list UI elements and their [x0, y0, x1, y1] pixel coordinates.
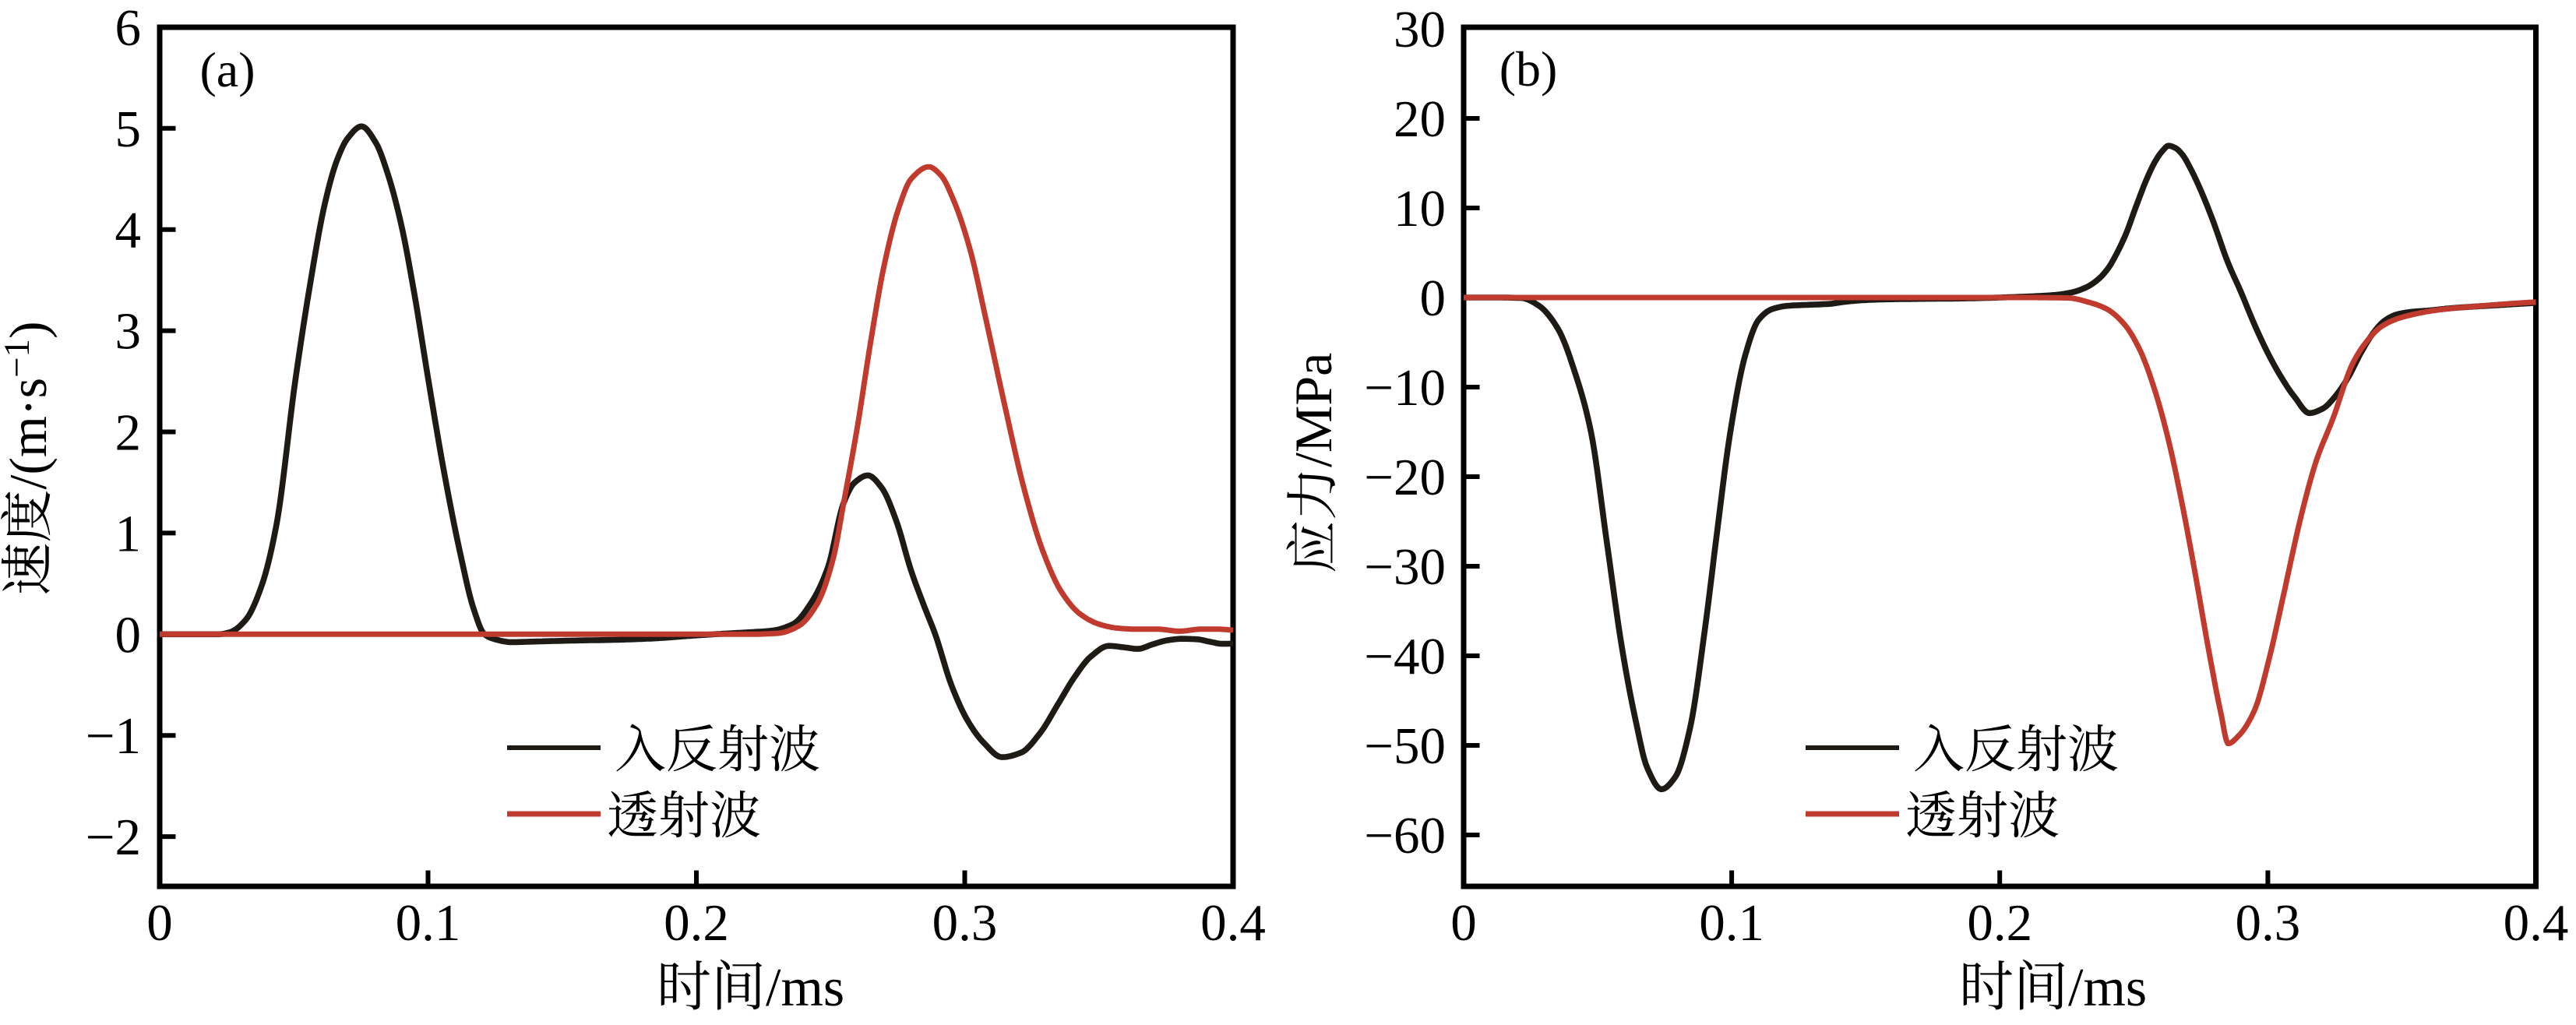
svg-text:1: 1	[115, 505, 142, 562]
svg-text:−30: −30	[1364, 538, 1446, 596]
svg-text:0: 0	[1450, 894, 1477, 952]
svg-text:0.4: 0.4	[1200, 894, 1266, 952]
svg-text:4: 4	[115, 202, 142, 259]
svg-text:5: 5	[115, 100, 142, 158]
svg-text:0.4: 0.4	[2504, 894, 2569, 952]
svg-text:0.3: 0.3	[932, 894, 998, 952]
svg-text:−20: −20	[1364, 449, 1446, 506]
svg-text:−50: −50	[1364, 717, 1446, 775]
svg-text:−10: −10	[1364, 359, 1446, 417]
svg-text:/MPa: /MPa	[1284, 353, 1343, 467]
svg-text:−2: −2	[86, 808, 141, 866]
svg-text:−1: −1	[86, 707, 141, 765]
svg-text:0.2: 0.2	[664, 894, 729, 952]
svg-text:3: 3	[115, 303, 142, 361]
svg-text:0: 0	[115, 606, 142, 664]
svg-text:20: 20	[1394, 90, 1446, 148]
svg-text:2: 2	[115, 404, 142, 462]
svg-text:0.1: 0.1	[396, 894, 461, 952]
svg-text:/ms: /ms	[2068, 958, 2147, 1018]
svg-text:(a): (a)	[199, 42, 255, 97]
svg-text:0.1: 0.1	[1699, 894, 1764, 952]
svg-text:−60: −60	[1364, 807, 1446, 865]
svg-text:0: 0	[146, 894, 173, 952]
svg-text:10: 10	[1394, 180, 1446, 238]
svg-text:30: 30	[1394, 1, 1446, 58]
svg-text:0.3: 0.3	[2236, 894, 2301, 952]
svg-text:0: 0	[1420, 269, 1447, 327]
svg-text:6: 6	[115, 0, 142, 57]
svg-text:/ms: /ms	[766, 958, 844, 1018]
svg-text:−40: −40	[1364, 628, 1446, 685]
svg-text:0.2: 0.2	[1967, 894, 2032, 952]
svg-text:/(m·s−1): /(m·s−1)	[0, 321, 58, 489]
svg-text:(b): (b)	[1499, 41, 1558, 97]
